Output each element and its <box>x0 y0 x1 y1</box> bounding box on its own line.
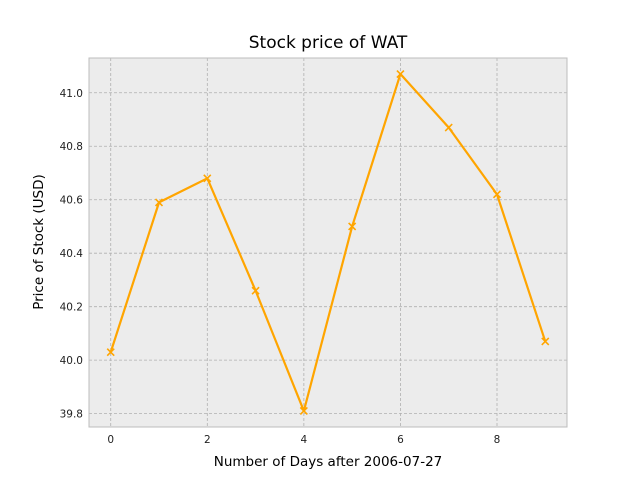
grid <box>89 58 567 427</box>
data-point <box>348 222 357 231</box>
series-line <box>109 72 547 413</box>
x-tick-label: 8 <box>494 434 501 446</box>
y-tick-label: 40.2 <box>60 302 83 314</box>
x-tick-label: 4 <box>301 434 308 446</box>
y-axis-label: Price of Stock (USD) <box>31 174 47 310</box>
y-tick-label: 40.4 <box>60 248 84 260</box>
data-point <box>396 69 405 79</box>
chart-title: Stock price of WAT <box>249 33 408 53</box>
y-tick-label: 40.6 <box>60 195 84 207</box>
y-tick-label: 40.8 <box>60 141 83 153</box>
data-point <box>492 190 502 199</box>
x-tick-label: 2 <box>204 434 211 446</box>
plot-frame <box>88 57 568 428</box>
data-point <box>203 174 212 183</box>
data-point <box>251 286 260 295</box>
x-tick-label: 6 <box>397 434 404 446</box>
data-point <box>444 123 453 132</box>
y-tick-label: 39.8 <box>60 409 83 421</box>
data-point <box>299 406 308 416</box>
y-tick-label: 41.0 <box>60 88 83 100</box>
x-axis-label: Number of Days after 2006-07-27 <box>214 454 443 470</box>
series <box>106 69 550 416</box>
x-ticks: 0 2 4 6 8 <box>107 434 500 446</box>
plot-area <box>89 58 567 427</box>
y-tick-label: 40.0 <box>60 355 83 367</box>
data-point <box>154 198 164 207</box>
y-ticks: 39.8 40.0 40.2 40.4 40.6 40.8 41.0 <box>60 88 84 421</box>
data-point <box>106 348 115 357</box>
data-point <box>541 337 550 346</box>
x-tick-label: 0 <box>107 434 114 446</box>
